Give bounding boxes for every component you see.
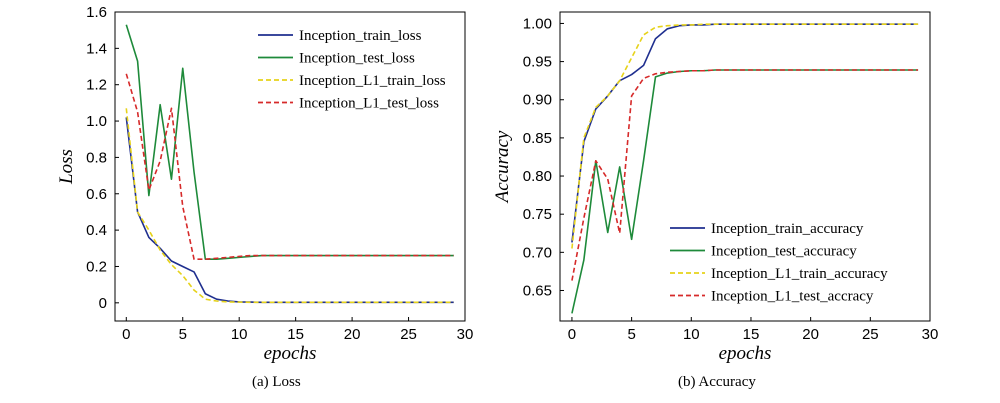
legend-label-loss: Inception_L1_train_loss xyxy=(299,73,446,89)
y-tick-label-loss: 0.8 xyxy=(86,149,107,166)
x-axis-title-loss: epochs xyxy=(264,343,317,364)
legend-label-loss: Inception_train_loss xyxy=(299,28,422,44)
x-tick-label-accuracy: 0 xyxy=(568,326,576,343)
x-axis-title-accuracy: epochs xyxy=(719,343,772,364)
x-tick-label-loss: 20 xyxy=(344,326,361,343)
legend-loss: Inception_train_loss Inception_test_loss I… xyxy=(258,28,446,112)
y-tick-label-loss: 1.0 xyxy=(86,113,107,130)
y-axis-title-loss: Loss xyxy=(56,149,77,185)
caption-loss: (a) Loss xyxy=(252,374,301,390)
legend-label-loss: Inception_L1_test_loss xyxy=(299,96,439,112)
plot-frame-accuracy xyxy=(559,11,931,322)
y-tick-label-loss: 0.6 xyxy=(86,186,107,203)
x-tick-label-loss: 15 xyxy=(287,326,304,343)
x-tick-label-loss: 5 xyxy=(179,326,187,343)
y-tick-label-loss: 1.2 xyxy=(86,77,107,94)
y-tick-label-loss: 0 xyxy=(99,295,107,312)
caption-accuracy: (b) Accuracy xyxy=(678,374,756,390)
y-tick-label-accuracy: 0.65 xyxy=(523,282,552,299)
x-tick-label-loss: 25 xyxy=(400,326,417,343)
y-tick-label-accuracy: 0.95 xyxy=(523,54,552,71)
series-line-inception-l1-train-loss xyxy=(125,108,454,304)
y-tick-label-accuracy: 0.90 xyxy=(523,92,552,109)
chart-accuracy: 0 5 10 15 20 25 30 0.65 0.70 0.75 0.80 0.85 0.90 0.95… xyxy=(492,11,939,364)
plot-frame-loss xyxy=(114,11,466,322)
y-tick-label-accuracy: 0.85 xyxy=(523,130,552,147)
legend-label-accuracy: Inception_test_accuracy xyxy=(711,244,857,260)
x-tick-label-loss: 0 xyxy=(122,326,130,343)
y-axis-title-accuracy: Accuracy xyxy=(492,130,513,204)
legend-label-accuracy: Inception_L1_train_accuracy xyxy=(711,266,888,282)
x-tick-label-accuracy: 30 xyxy=(922,326,939,343)
y-tick-label-accuracy: 0.75 xyxy=(523,206,552,223)
x-tick-label-accuracy: 20 xyxy=(802,326,819,343)
legend-label-accuracy: Inception_L1_test_accracy xyxy=(711,289,874,305)
legend-label-loss: Inception_test_loss xyxy=(299,51,415,67)
y-tick-label-accuracy: 0.80 xyxy=(523,168,552,185)
y-tick-label-loss: 0.4 xyxy=(86,222,107,239)
x-tick-label-loss: 30 xyxy=(457,326,474,343)
x-tick-label-loss: 10 xyxy=(231,326,248,343)
x-tick-label-accuracy: 10 xyxy=(683,326,700,343)
legend-accuracy: Inception_train_accuracy Inception_test_a… xyxy=(670,221,888,305)
series-line-inception-l1-train-accuracy xyxy=(571,23,919,249)
x-tick-label-accuracy: 5 xyxy=(627,326,635,343)
y-tick-label-accuracy: 1.00 xyxy=(523,15,552,32)
series-line-inception-l1-test-loss xyxy=(125,73,454,261)
y-tick-label-loss: 1.4 xyxy=(86,40,107,57)
x-tick-label-accuracy: 15 xyxy=(743,326,760,343)
series-line-inception-l1-test-accracy xyxy=(571,69,919,281)
chart-loss: 0 5 10 15 20 25 30 0 0.2 0.4 0.6 0.8 1.0 1.2 1.4 1.6 epo… xyxy=(56,4,473,364)
y-tick-label-loss: 0.2 xyxy=(86,258,107,275)
x-tick-label-accuracy: 25 xyxy=(862,326,879,343)
y-tick-label-accuracy: 0.70 xyxy=(523,244,552,261)
y-tick-label-loss: 1.6 xyxy=(86,4,107,21)
series-line-inception-train-accuracy xyxy=(571,23,919,243)
legend-label-accuracy: Inception_train_accuracy xyxy=(711,221,864,237)
